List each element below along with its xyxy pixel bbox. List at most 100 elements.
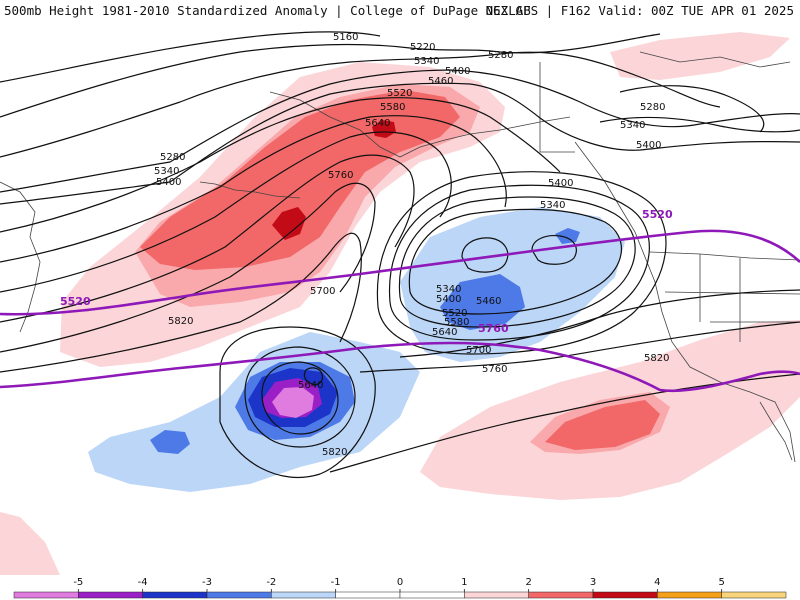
baja-coastline	[759, 401, 793, 461]
label-5340-trough: 5340	[540, 200, 565, 211]
colorbar-tick-label: 3	[590, 577, 596, 588]
anomaly-pos4-region-north	[372, 120, 396, 138]
colorbar-tick-label: 2	[525, 577, 531, 588]
label-5280-west: 5280	[160, 152, 185, 163]
aleutian-islands	[199, 181, 301, 199]
label-5520: 5520	[387, 88, 412, 99]
label-5700: 5700	[310, 286, 335, 297]
highlighted-contours	[0, 229, 800, 393]
colorbar-bins	[13, 591, 787, 599]
highlight-label-5520-west: 5520	[60, 295, 91, 308]
contour-trough-5460	[388, 184, 650, 341]
label-5580: 5580	[380, 102, 405, 113]
anomaly-map: 5160 5220 5280 5340 5400 5460 5520 5580 …	[0, 31, 800, 575]
height-contours	[0, 31, 800, 479]
contour-low-inner	[303, 367, 323, 386]
us-state-lines	[664, 254, 800, 342]
colorbar-tick-label: -2	[266, 577, 276, 588]
contour-low-5700	[244, 346, 356, 448]
contour-trough-5520	[376, 171, 667, 355]
colorbar-tick-label: -4	[138, 577, 148, 588]
label-5340-east: 5340	[620, 120, 645, 131]
label-5400-trough: 5400	[436, 294, 461, 305]
label-5160: 5160	[333, 32, 358, 43]
label-5640-trough: 5640	[432, 327, 457, 338]
label-5280: 5280	[488, 50, 513, 61]
label-5820-east: 5820	[644, 353, 669, 364]
asia-coastline	[0, 181, 41, 333]
contour-5520	[0, 115, 507, 263]
label-5460-trough: 5460	[476, 296, 501, 307]
contour-trough-5340	[408, 208, 622, 315]
contour-east-5280	[619, 85, 765, 133]
label-5760: 5760	[328, 170, 353, 181]
label-5820-west: 5820	[168, 316, 193, 327]
label-5460: 5460	[428, 76, 453, 87]
colorbar-tick-label: -5	[73, 577, 83, 588]
canada-north	[639, 51, 791, 68]
label-5220: 5220	[410, 42, 435, 53]
contour-trough-5400	[398, 196, 636, 328]
label-5400: 5400	[445, 66, 470, 77]
highlight-label-5760: 5760	[478, 322, 509, 335]
contour-low-5640	[261, 361, 339, 435]
label-5400-far-east: 5400	[636, 140, 661, 151]
colorbar-bin	[592, 591, 658, 599]
label-5340: 5340	[414, 56, 439, 67]
colorbar-bin	[13, 591, 79, 599]
anomaly-pos4-region-west	[272, 207, 306, 240]
colorbar-ticks: -5 -4 -3 -2 -1 0 1 2 3 4 5	[73, 577, 725, 592]
label-5640: 5640	[365, 118, 390, 129]
label-5700-south: 5700	[466, 345, 491, 356]
label-5340-west: 5340	[154, 166, 179, 177]
north-america-coastline	[574, 141, 796, 463]
colorbar-bin	[464, 591, 529, 599]
label-5400-west: 5400	[156, 177, 181, 188]
colorbar-bin	[721, 591, 787, 599]
colorbar-tick-label: -3	[202, 577, 212, 588]
canada-us-border	[649, 251, 800, 261]
coastlines	[0, 51, 800, 463]
anomaly-colorbar: -5 -4 -3 -2 -1 0 1 2 3 4 5	[13, 577, 787, 599]
anomaly-neg2-region-west	[150, 430, 190, 454]
colorbar-bin	[657, 591, 722, 599]
anomaly-pos1-region-east	[610, 32, 790, 80]
label-5760-south: 5760	[482, 364, 507, 375]
label-5640-low: 5640	[298, 380, 323, 391]
colorbar-bin	[206, 591, 272, 599]
header-model-run: 06Z GFS | F162 Valid: 00Z TUE APR 01 202…	[485, 3, 794, 18]
anomaly-neg5-region	[272, 387, 314, 418]
label-5580-trough: 5580	[444, 317, 469, 328]
anomaly-neg2-region-east	[440, 274, 525, 330]
colorbar-tick-label: -1	[331, 577, 341, 588]
anomaly-pos1-region-corner	[0, 512, 60, 575]
contour-5700-north	[0, 182, 376, 353]
chart-header: 500mb Height 1981-2010 Standardized Anom…	[0, 0, 800, 22]
contour-5280	[0, 51, 721, 158]
label-5340-trough-b: 5340	[436, 284, 461, 295]
contour-5640	[0, 154, 415, 323]
label-5400-east: 5400	[548, 178, 573, 189]
contour-5760-south	[359, 321, 800, 373]
colorbar-bin	[399, 591, 465, 599]
contour-5340	[0, 69, 800, 193]
contour-5820-loop	[219, 326, 376, 479]
colorbar-tick-label: 1	[461, 577, 467, 588]
colorbar-bin	[335, 591, 401, 599]
highlight-contour-5520	[0, 229, 800, 316]
contour-5400	[0, 82, 800, 205]
highlight-contour-5760	[0, 341, 800, 393]
contour-labels: 5160 5220 5280 5340 5400 5460 5520 5580 …	[60, 32, 673, 458]
colorbar-tick-label: 5	[718, 577, 724, 588]
contour-5760	[0, 232, 362, 373]
contour-trough-inner-a	[461, 237, 509, 273]
alaska-canada-border	[539, 62, 575, 153]
colorbar-bin	[142, 591, 208, 599]
highlight-label-5520-east: 5520	[642, 208, 673, 221]
anomaly-neg2-region-north	[555, 228, 580, 244]
colorbar-bin	[271, 591, 336, 599]
anomaly-pos3-region-south	[545, 400, 660, 450]
label-5280-east: 5280	[640, 102, 665, 113]
label-5820-south: 5820	[322, 447, 347, 458]
contour-5220	[0, 33, 661, 118]
